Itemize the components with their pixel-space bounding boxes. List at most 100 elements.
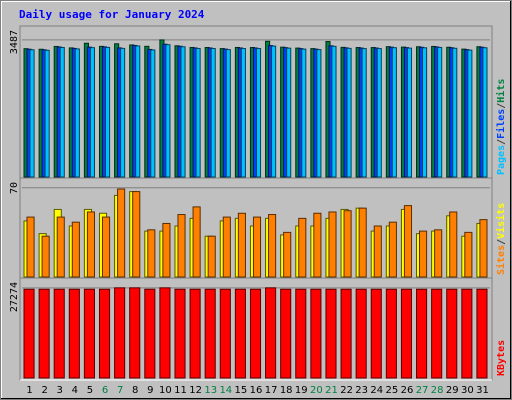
day-label-10: 10	[159, 385, 172, 396]
day-label-21: 21	[325, 385, 338, 396]
legend-entry: Hits	[495, 79, 507, 103]
bar-pages-25	[391, 47, 397, 178]
bar-pages-5	[89, 47, 95, 178]
day-label-26: 26	[401, 385, 414, 396]
bar-kbytes-23	[355, 288, 367, 379]
bar-sites-4	[71, 221, 80, 278]
bar-pages-7	[120, 47, 126, 178]
bar-pages-13	[210, 48, 216, 178]
bar-sites-15	[237, 212, 246, 278]
bar-kbytes-17	[265, 287, 277, 379]
bar-sites-7	[117, 188, 126, 278]
panel-ymax-label: 27274	[9, 282, 20, 312]
bar-pages-4	[74, 48, 80, 178]
bar-kbytes-6	[98, 288, 111, 379]
panel-ymax-label: 3487	[9, 30, 20, 54]
day-label-27: 27	[416, 385, 429, 396]
day-label-19: 19	[295, 385, 308, 396]
bar-kbytes-28	[431, 288, 443, 379]
day-label-3: 3	[57, 385, 63, 396]
bar-sites-18	[283, 231, 292, 278]
day-label-4: 4	[72, 385, 78, 396]
bar-pages-23	[361, 48, 367, 178]
bar-kbytes-14	[219, 288, 231, 379]
day-label-24: 24	[370, 385, 383, 396]
bar-sites-2	[41, 235, 50, 278]
bar-pages-3	[59, 47, 65, 178]
day-label-28: 28	[431, 385, 444, 396]
day-label-12: 12	[189, 385, 202, 396]
bar-sites-24	[373, 225, 382, 278]
bar-pages-24	[376, 48, 382, 178]
day-label-17: 17	[265, 385, 278, 396]
bar-pages-6	[104, 46, 111, 178]
bar-kbytes-22	[340, 288, 352, 379]
bar-kbytes-31	[476, 288, 488, 379]
bar-sites-21	[328, 211, 337, 278]
bar-kbytes-21	[325, 288, 337, 379]
bar-sites-9	[147, 229, 156, 278]
day-label-30: 30	[461, 385, 474, 396]
day-label-16: 16	[250, 385, 263, 396]
legend-entry: /	[496, 103, 507, 109]
bar-kbytes-20	[310, 288, 322, 379]
bar-pages-28	[437, 46, 443, 178]
bar-pages-15	[240, 47, 246, 178]
day-label-29: 29	[446, 385, 459, 396]
day-label-6: 6	[102, 385, 108, 396]
chart-title: Daily usage for January 2024	[19, 8, 205, 21]
bar-kbytes-29	[446, 288, 458, 379]
day-label-18: 18	[280, 385, 293, 396]
bar-kbytes-13	[204, 288, 216, 379]
day-label-25: 25	[386, 385, 399, 396]
bar-pages-16	[255, 48, 262, 178]
bar-pages-11	[180, 46, 186, 178]
bar-pages-14	[225, 49, 231, 178]
day-label-15: 15	[235, 385, 248, 396]
bar-sites-28	[434, 229, 443, 278]
panel-ymax-label: 70	[9, 182, 20, 194]
bar-kbytes-26	[400, 288, 413, 379]
chart-panels: 3487Pages/Files/Hits70Sites/Visits27274K…	[9, 25, 507, 381]
bar-kbytes-11	[174, 288, 186, 379]
bar-pages-26	[406, 47, 413, 178]
panel-kbytes: 27274 KBytes	[9, 277, 507, 381]
legend-entry: KBytes	[496, 340, 507, 376]
bar-kbytes-2	[38, 288, 50, 379]
bar-sites-23	[358, 207, 367, 278]
bar-sites-14	[222, 216, 231, 278]
bar-sites-29	[449, 211, 458, 278]
bar-kbytes-1	[23, 288, 35, 379]
bar-sites-20	[313, 212, 322, 278]
day-label-14: 14	[219, 385, 232, 396]
day-label-9: 9	[147, 385, 153, 396]
bar-pages-10	[165, 44, 171, 178]
bar-kbytes-15	[234, 288, 246, 379]
bar-kbytes-18	[280, 288, 292, 379]
bar-pages-22	[346, 47, 352, 178]
bar-kbytes-12	[189, 288, 201, 379]
bar-kbytes-10	[159, 287, 171, 379]
bar-pages-8	[135, 45, 141, 178]
bar-sites-1	[26, 216, 35, 278]
bar-sites-30	[464, 231, 473, 278]
bar-pages-18	[286, 47, 292, 178]
bar-sites-12	[192, 206, 201, 278]
bar-kbytes-16	[249, 288, 262, 379]
bar-sites-13	[207, 235, 216, 278]
bar-pages-30	[467, 49, 473, 178]
bar-sites-8	[132, 191, 141, 278]
day-label-31: 31	[476, 385, 489, 396]
bar-sites-17	[268, 214, 277, 278]
day-labels: 1 2 3 4 5 6 7 8 9 10 11 12 13 14 15 16 17 18 19 20 21 22 23 24 2…	[26, 385, 488, 396]
bar-sites-31	[479, 219, 488, 278]
day-label-20: 20	[310, 385, 323, 396]
bar-sites-5	[86, 211, 95, 278]
bar-sites-27	[419, 230, 428, 278]
panel-legend: Pages/Files/Hits	[495, 79, 507, 175]
day-label-7: 7	[117, 385, 123, 396]
bar-pages-31	[482, 47, 488, 178]
bar-pages-27	[422, 47, 428, 178]
panel-hits-files-pages: 3487 Pages/Files/Hits	[9, 25, 507, 180]
